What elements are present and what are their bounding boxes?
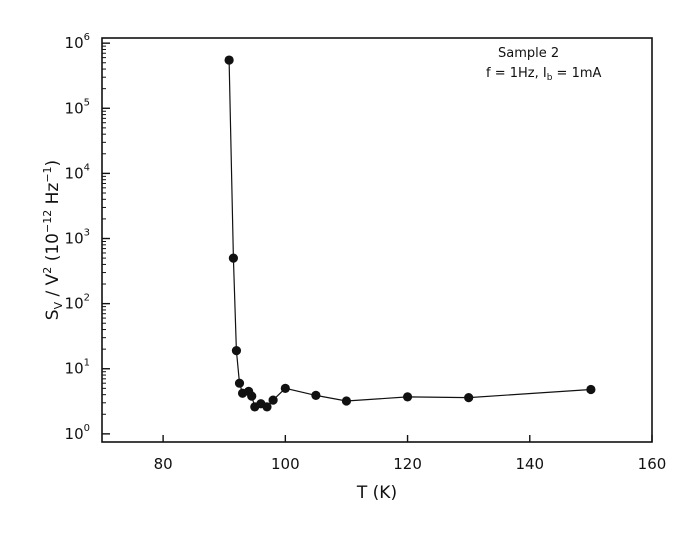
- data-point: [402, 392, 413, 402]
- data-point: [247, 391, 257, 401]
- data-point: [311, 390, 321, 400]
- y-axis-title: SV / V2 (10−12 Hz−1): [41, 160, 65, 320]
- annotation-line2: f = 1Hz, Ib = 1mA: [486, 66, 602, 83]
- y-tick-label: 100: [65, 423, 90, 443]
- y-tick-label: 106: [65, 32, 90, 52]
- data-point: [234, 378, 245, 388]
- data-point: [262, 402, 272, 412]
- data-point: [464, 393, 474, 403]
- x-tick-label: 100: [271, 455, 300, 473]
- y-axis-title-group: SV / V2 (10−12 Hz−1): [41, 160, 65, 320]
- x-axis: 80 100 120 140 160: [154, 435, 667, 473]
- data-point: [341, 396, 352, 406]
- x-tick-label: 120: [393, 455, 422, 473]
- data-point: [224, 55, 234, 65]
- y-axis: 100 101 102 103 104 105 106: [65, 32, 110, 443]
- data-points: [224, 55, 596, 412]
- series-line: [228, 60, 591, 408]
- y-tick-label: 104: [65, 162, 90, 182]
- y-tick-label: 105: [65, 97, 90, 117]
- y-tick-label: 103: [65, 228, 90, 248]
- data-point: [268, 395, 278, 405]
- data-point: [586, 384, 596, 395]
- y-tick-label: 102: [65, 293, 90, 313]
- data-point: [228, 253, 238, 263]
- x-axis-title: T (K): [356, 483, 397, 503]
- annotation-line1: Sample 2: [498, 46, 559, 61]
- plot-frame: [101, 37, 653, 443]
- data-point: [280, 383, 290, 393]
- x-tick-label: 80: [154, 455, 173, 473]
- annotation: Sample 2 f = 1Hz, Ib = 1mA: [486, 46, 602, 83]
- y-tick-label: 101: [65, 358, 90, 378]
- x-tick-label: 160: [638, 455, 667, 473]
- x-tick-label: 140: [515, 455, 544, 473]
- data-point: [231, 345, 242, 356]
